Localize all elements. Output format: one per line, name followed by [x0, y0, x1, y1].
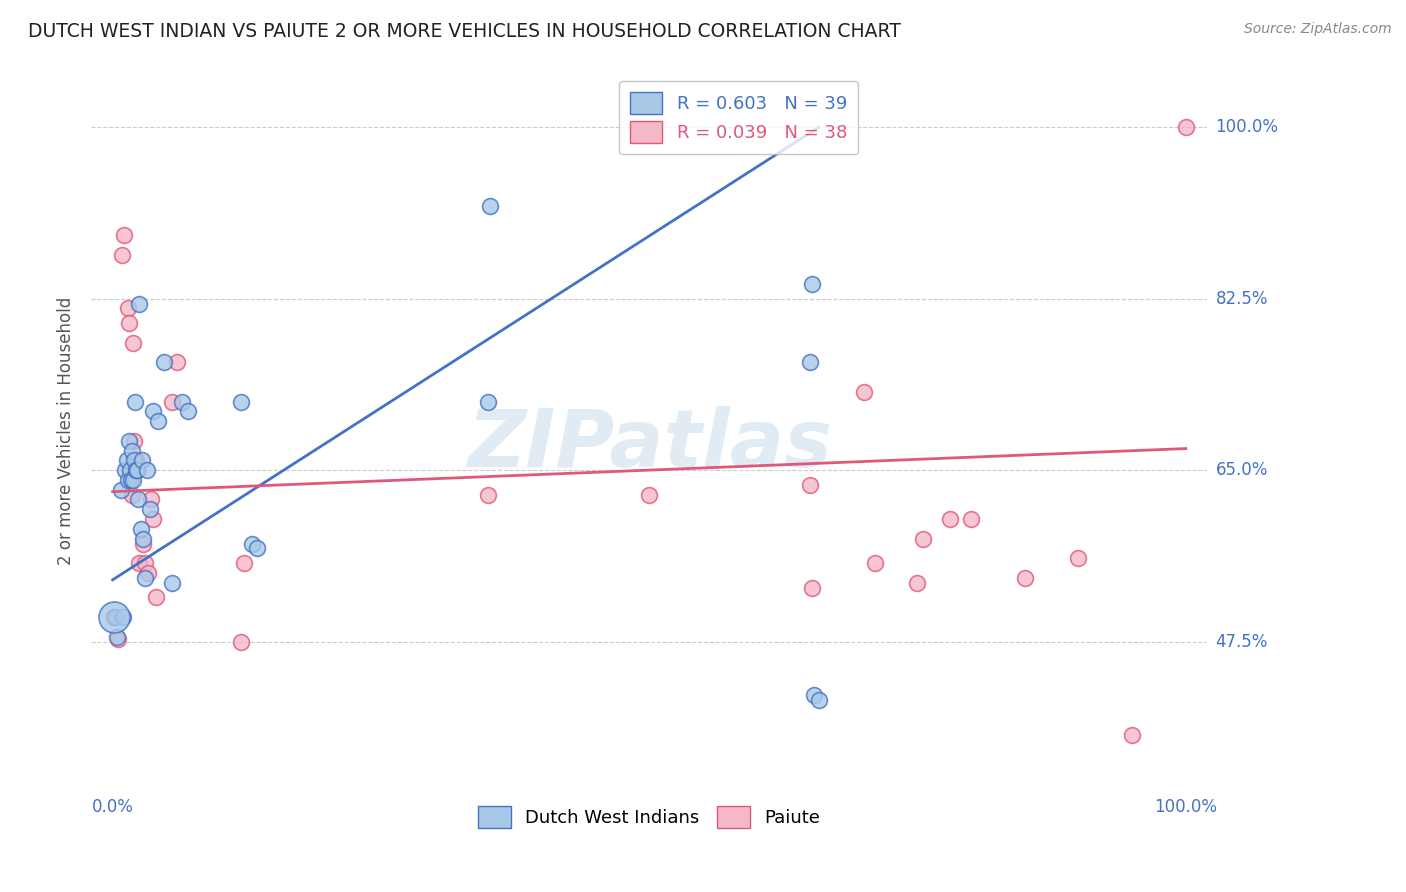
Point	[131, 536, 153, 550]
Point	[477, 394, 499, 409]
Point	[153, 355, 176, 369]
Point	[803, 689, 825, 703]
Point	[479, 199, 502, 213]
Point	[127, 492, 149, 507]
Y-axis label: 2 or more Vehicles in Household: 2 or more Vehicles in Household	[58, 297, 75, 565]
Point	[118, 434, 141, 448]
Text: Source: ZipAtlas.com: Source: ZipAtlas.com	[1244, 22, 1392, 37]
Point	[125, 453, 148, 467]
Point	[104, 610, 127, 624]
Point	[146, 414, 169, 428]
Point	[103, 610, 125, 624]
Point	[142, 404, 165, 418]
Point	[246, 541, 269, 556]
Point	[799, 355, 821, 369]
Text: 65.0%: 65.0%	[1216, 461, 1268, 479]
Point	[115, 453, 138, 467]
Point	[477, 487, 499, 501]
Text: 100.0%: 100.0%	[1216, 119, 1278, 136]
Point	[121, 443, 143, 458]
Point	[131, 453, 153, 467]
Point	[160, 575, 183, 590]
Point	[231, 394, 253, 409]
Point	[127, 463, 149, 477]
Point	[177, 404, 200, 418]
Point	[1014, 571, 1036, 585]
Point	[960, 512, 983, 526]
Point	[166, 355, 188, 369]
Point	[127, 463, 149, 477]
Point	[231, 634, 253, 648]
Point	[134, 571, 156, 585]
Legend: Dutch West Indians, Paiute: Dutch West Indians, Paiute	[471, 798, 827, 835]
Point	[111, 247, 134, 261]
Point	[160, 394, 183, 409]
Point	[807, 693, 830, 707]
Text: ZIPatlas: ZIPatlas	[467, 407, 832, 484]
Point	[121, 487, 143, 501]
Point	[120, 473, 142, 487]
Point	[172, 394, 194, 409]
Point	[122, 473, 145, 487]
Point	[118, 463, 141, 477]
Point	[112, 610, 135, 624]
Point	[801, 581, 824, 595]
Point	[1121, 728, 1143, 742]
Point	[129, 522, 152, 536]
Point	[240, 536, 263, 550]
Point	[103, 610, 125, 624]
Point	[114, 463, 136, 477]
Text: 47.5%: 47.5%	[1216, 632, 1268, 650]
Point	[799, 478, 821, 492]
Point	[134, 556, 156, 570]
Point	[125, 463, 148, 477]
Point	[638, 487, 661, 501]
Point	[117, 301, 139, 316]
Point	[139, 502, 162, 516]
Text: 82.5%: 82.5%	[1216, 290, 1268, 308]
Point	[122, 453, 145, 467]
Point	[117, 473, 139, 487]
Point	[131, 532, 153, 546]
Point	[118, 316, 141, 330]
Point	[122, 434, 145, 448]
Point	[141, 492, 163, 507]
Point	[1067, 551, 1090, 566]
Point	[852, 384, 875, 399]
Point	[801, 277, 824, 291]
Point	[118, 463, 141, 477]
Point	[145, 591, 167, 605]
Point	[122, 335, 145, 350]
Point	[128, 556, 150, 570]
Point	[136, 463, 159, 477]
Point	[136, 566, 159, 580]
Point	[120, 473, 142, 487]
Point	[112, 227, 135, 242]
Text: DUTCH WEST INDIAN VS PAIUTE 2 OR MORE VEHICLES IN HOUSEHOLD CORRELATION CHART: DUTCH WEST INDIAN VS PAIUTE 2 OR MORE VE…	[28, 22, 901, 41]
Point	[124, 394, 146, 409]
Point	[142, 512, 165, 526]
Point	[907, 575, 929, 590]
Point	[938, 512, 960, 526]
Point	[105, 630, 128, 644]
Point	[911, 532, 934, 546]
Point	[863, 556, 886, 570]
Point	[232, 556, 254, 570]
Point	[1174, 120, 1197, 135]
Point	[107, 632, 129, 646]
Point	[110, 483, 132, 497]
Point	[128, 296, 150, 310]
